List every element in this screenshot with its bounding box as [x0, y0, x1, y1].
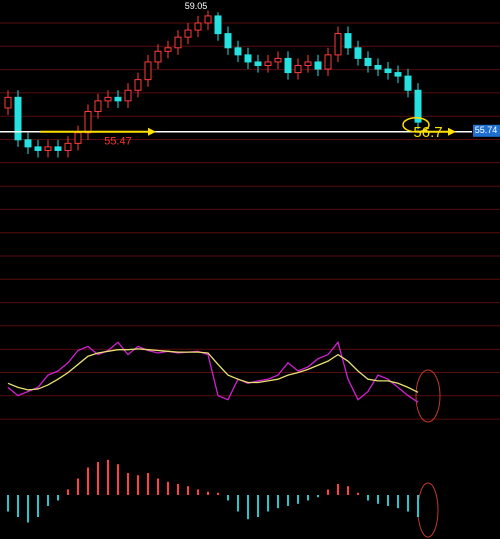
macd-bar: [287, 495, 289, 506]
candle-body: [374, 64, 382, 70]
macd-bar: [297, 495, 299, 504]
macd-bar: [367, 495, 369, 501]
oscillator-line: [7, 340, 419, 403]
candle-body: [204, 15, 212, 24]
macd-bar: [217, 492, 219, 495]
macd-bar: [157, 478, 159, 495]
candle-body: [254, 61, 262, 66]
candle-body: [354, 47, 362, 59]
candle-body: [24, 139, 32, 148]
macd-bar: [107, 459, 109, 495]
macd-bar: [337, 484, 339, 495]
candle-body: [74, 132, 82, 144]
macd-bar: [7, 495, 9, 512]
high-label: 59.05: [185, 1, 208, 11]
candle-body: [364, 57, 372, 66]
candle-body: [164, 47, 172, 52]
macd-bar: [197, 489, 199, 495]
candle-body: [34, 146, 42, 151]
macd-bar: [237, 495, 239, 512]
low-label: 55.47: [104, 136, 132, 148]
macd-bar: [117, 464, 119, 495]
macd-bar: [147, 473, 149, 495]
candle-body: [394, 72, 402, 77]
candle-body: [154, 50, 162, 63]
macd-bar: [307, 495, 309, 501]
macd-bar: [167, 481, 169, 495]
candle-body: [54, 146, 62, 151]
candle-body: [194, 22, 202, 31]
macd-bar: [127, 473, 129, 495]
macd-bar: [47, 495, 49, 506]
oscillator-line: [7, 348, 419, 393]
macd-bar: [317, 495, 319, 498]
macd-bar: [207, 491, 209, 495]
macd-bar: [327, 489, 329, 495]
macd-bar: [17, 495, 19, 517]
arrow-head: [448, 127, 456, 136]
candle-body: [64, 142, 72, 151]
candle-body: [334, 33, 342, 56]
macd-bar: [227, 495, 229, 501]
macd-bar: [247, 495, 249, 520]
candle-body: [124, 89, 132, 102]
current-label: 56.7: [413, 124, 442, 141]
candle-body: [384, 68, 392, 74]
macd-bar: [267, 495, 269, 512]
candle-body: [174, 36, 182, 49]
candle-body: [134, 79, 142, 91]
candle-body: [344, 33, 352, 49]
arrow-head: [148, 127, 156, 136]
macd-bar: [87, 467, 89, 495]
macd-bar: [357, 492, 359, 495]
macd-bar: [67, 489, 69, 495]
macd-bar: [177, 484, 179, 495]
candle-body: [144, 61, 152, 81]
macd-bar: [97, 462, 99, 495]
candle-body: [404, 75, 412, 91]
candle-body: [244, 54, 252, 63]
candle-body: [224, 33, 232, 49]
macd-bar: [27, 495, 29, 523]
macd-bar: [417, 495, 419, 517]
candle-body: [114, 96, 122, 102]
grid: [0, 22, 500, 420]
candle-body: [264, 61, 272, 66]
macd-bar: [277, 495, 279, 509]
macd-bar: [397, 495, 399, 509]
macd-bar: [377, 495, 379, 504]
macd-bar: [257, 495, 259, 517]
price-label: 55.74: [475, 125, 498, 135]
highlight: [415, 369, 441, 423]
candle-body: [294, 64, 302, 74]
candle-body: [234, 47, 242, 56]
macd-bar: [137, 475, 139, 495]
macd-bar: [387, 495, 389, 506]
macd-bar: [407, 495, 409, 512]
candle-body: [284, 57, 292, 74]
candle-body: [104, 96, 112, 102]
macd-bar: [347, 486, 349, 495]
candle-body: [324, 54, 332, 70]
candle-body: [14, 96, 22, 141]
candle-body: [94, 100, 102, 113]
candle-body: [4, 96, 12, 109]
candle-body: [304, 61, 312, 66]
candle-body: [414, 89, 422, 123]
candle-body: [84, 111, 92, 134]
macd-bar: [77, 478, 79, 495]
macd-bar: [187, 486, 189, 495]
price-tag: [473, 124, 500, 137]
candle-body: [184, 29, 192, 38]
candle-body: [314, 61, 322, 70]
candle-body: [274, 57, 282, 63]
macd-bar: [37, 495, 39, 517]
candle-body: [44, 146, 52, 151]
macd-bar: [57, 495, 59, 501]
candle-body: [214, 15, 222, 35]
